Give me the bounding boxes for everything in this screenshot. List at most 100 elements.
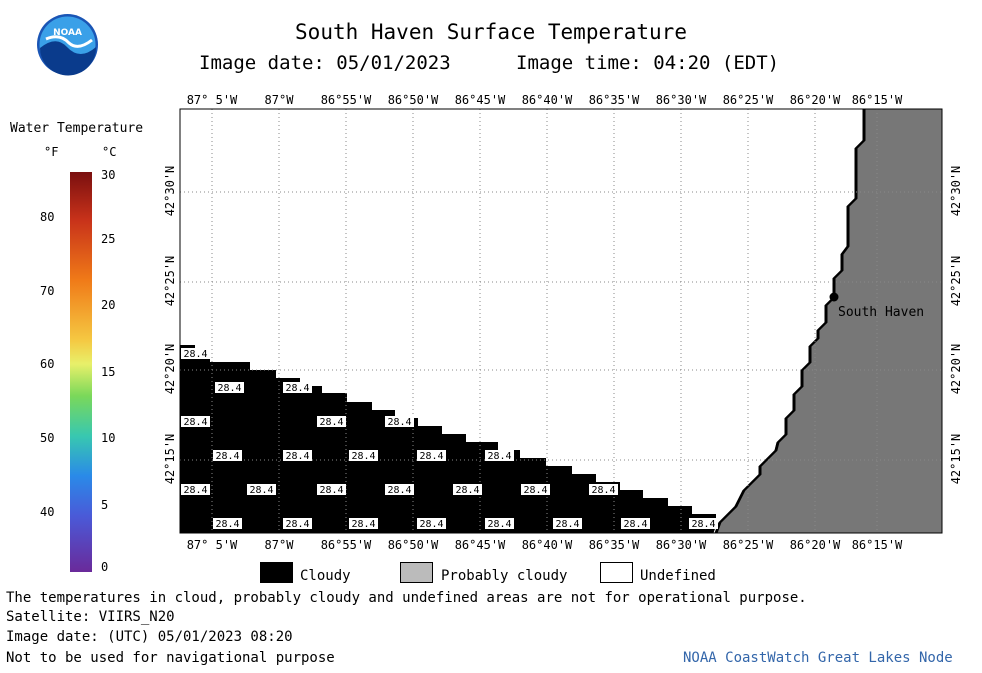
cloud-value-box [317,416,346,427]
colorbar-f-tick: 40 [40,505,55,519]
cloud-value-text: 28.4 [183,417,207,428]
longitude-label: 86°25'W [722,538,774,552]
cloud-value-label: 28.4 [485,450,514,462]
cloud-value-text: 28.4 [215,519,239,530]
cloud-value-box [247,484,276,495]
latitude-label: 42°20'N [949,343,963,395]
latitude-label: 42°30'N [949,165,963,217]
cloud-value-box [621,518,650,529]
legend-swatch-undefined [600,562,633,583]
cloud-value-label: 28.4 [417,518,446,530]
cloud-value-label: 28.4 [589,484,618,496]
cloud-value-text: 28.4 [217,383,241,394]
cloud-layer [180,345,716,533]
longitude-label: 87° 5'W [186,93,238,107]
longitude-label: 86°35'W [588,93,640,107]
cloud-value-label: 28.4 [485,518,514,530]
colorbar-unit-c: °C [102,145,117,159]
cloud-value-label: 28.4 [215,382,244,394]
south-haven-label: South Haven [838,305,924,320]
cloud-value-text: 28.4 [487,451,511,462]
cloud-value-label: 28.4 [317,416,346,428]
cloud-value-box [181,348,210,359]
cloud-value-label: 28.4 [621,518,650,530]
cloud-value-box [283,518,312,529]
cloud-value-label: 28.4 [181,348,210,360]
cloud-value-label: 28.4 [213,450,242,462]
latitude-label: 42°15'N [949,433,963,485]
graticule [180,109,942,533]
colorbar-title: Water Temperature [10,121,144,136]
legend-swatch-cloudy [260,562,293,583]
longitude-label: 86°15'W [851,538,903,552]
colorbar-f-tick: 50 [40,431,55,445]
longitude-label: 86°35'W [588,538,640,552]
longitude-label: 86°25'W [722,93,774,107]
longitude-label: 86°40'W [521,93,573,107]
cloud-value-box [213,518,242,529]
longitude-label: 86°15'W [851,93,903,107]
latitude-label: 42°25'N [949,255,963,307]
longitude-label: 86°20'W [789,93,841,107]
cloud-value-text: 28.4 [183,485,207,496]
cloud-value-box [349,518,378,529]
cloud-value-label: 28.4 [247,484,276,496]
cloud-value-box [453,484,482,495]
latitude-label: 42°30'N [163,165,177,217]
cloud-value-box [417,450,446,461]
map-frame [179,108,943,534]
cloud-value-box [485,450,514,461]
cloud-value-text: 28.4 [285,519,309,530]
cloud-value-label: 28.4 [453,484,482,496]
colorbar-c-tick: 5 [101,498,109,512]
cloud-value-box [181,416,210,427]
colorbar-c-tick: 25 [101,232,116,246]
cloud-value-label: 28.4 [213,518,242,530]
cloud-value-box [385,416,414,427]
cloud-value-box [283,450,312,461]
cloud-value-box [283,382,312,393]
cloud-value-text: 28.4 [387,485,411,496]
colorbar-c-tick: 15 [101,365,116,379]
cloud-value-text: 28.4 [387,417,411,428]
cloud-value-label: 28.4 [417,450,446,462]
disclaimer-text: The temperatures in cloud, probably clou… [6,590,807,606]
cloud-value-text: 28.4 [351,451,375,462]
cloud-value-text: 28.4 [419,451,443,462]
cloud-value-box [385,484,414,495]
cloud-value-box [589,484,618,495]
longitude-label: 87°W [264,93,294,107]
cloud-value-box [689,518,718,529]
cloud-value-text: 28.4 [285,451,309,462]
cloud-value-text: 28.4 [249,485,273,496]
longitude-label: 86°55'W [320,93,372,107]
cloud-value-text: 28.4 [319,485,343,496]
longitude-label: 86°30'W [655,538,707,552]
cloud-value-text: 28.4 [183,349,207,360]
longitude-label: 86°45'W [454,93,506,107]
cloud-value-label: 28.4 [283,518,312,530]
cloud-value-label: 28.4 [385,416,414,428]
colorbar-c-tick: 30 [101,168,116,182]
longitude-label: 86°20'W [789,538,841,552]
utc-date-text: Image date: (UTC) 05/01/2023 08:20 [6,629,293,645]
cloud-value-text: 28.4 [319,417,343,428]
longitude-label: 86°30'W [655,93,707,107]
cloud-value-text: 28.4 [487,519,511,530]
cloud-value-label: 28.4 [283,382,312,394]
cloud-value-box [417,518,446,529]
longitude-label: 86°50'W [387,93,439,107]
cloud-value-label: 28.4 [317,484,346,496]
cloud-value-label: 28.4 [521,484,550,496]
latitude-label: 42°15'N [163,433,177,485]
cloud-value-text: 28.4 [623,519,647,530]
cloud-value-box [215,382,244,393]
longitude-label: 86°40'W [521,538,573,552]
noaa-logo: NOAA [36,13,99,76]
land-area [716,109,942,533]
cloud-value-text: 28.4 [285,383,309,394]
svg-text:NOAA: NOAA [53,28,82,38]
colorbar-c-tick: 10 [101,431,116,445]
colorbar-f-tick: 60 [40,357,55,371]
